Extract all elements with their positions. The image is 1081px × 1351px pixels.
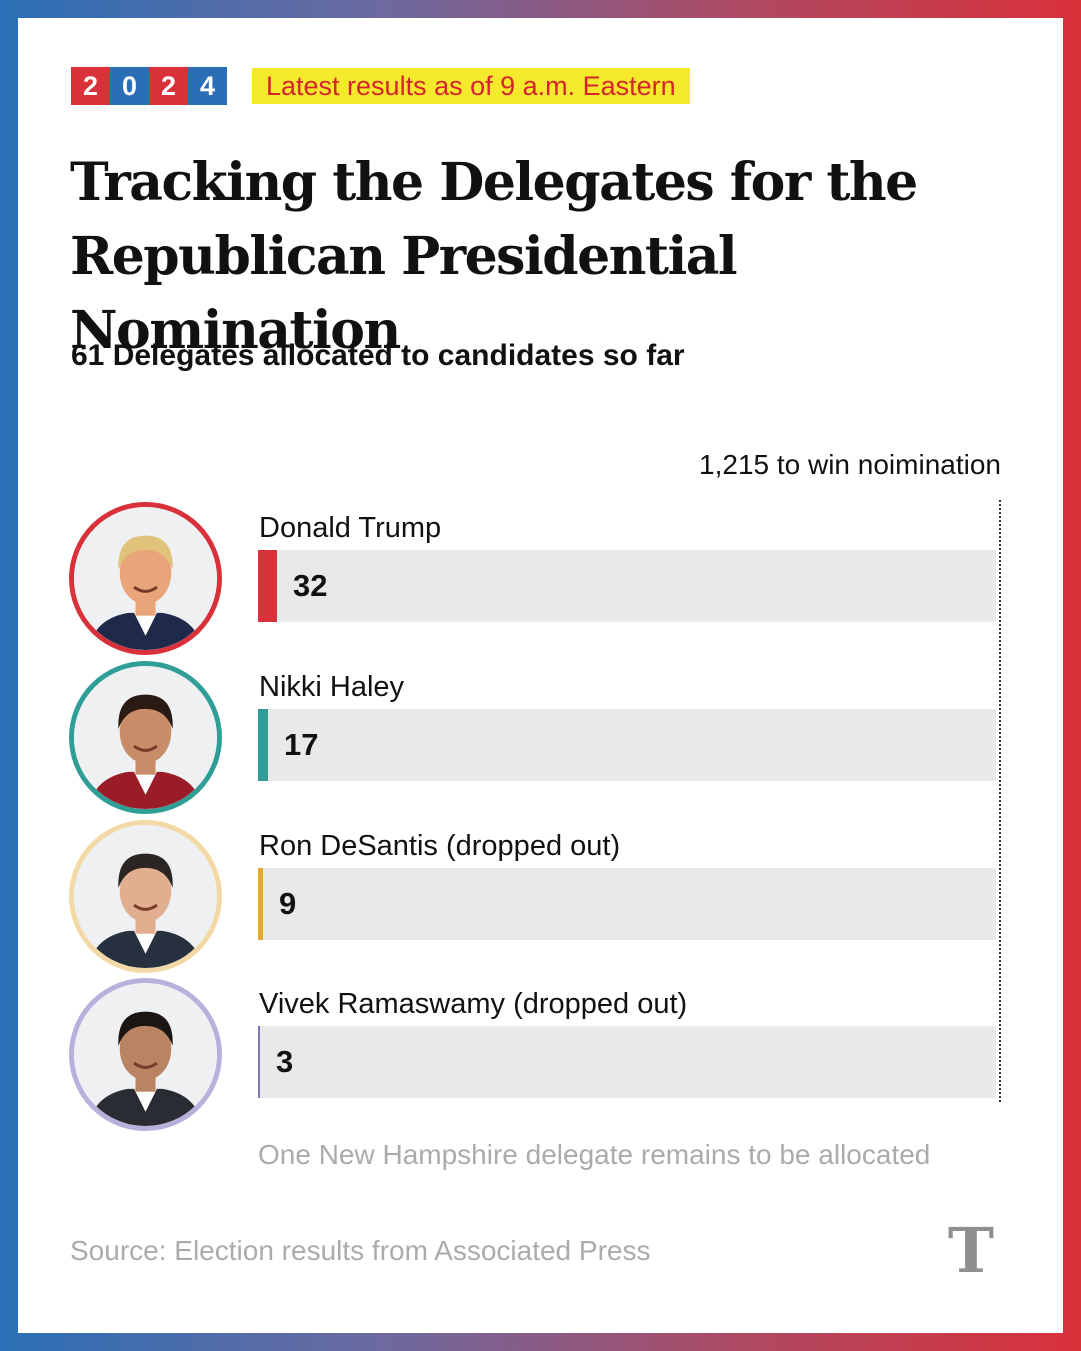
bar-track: 3 <box>258 1026 996 1098</box>
candidate-avatar <box>69 661 222 814</box>
delegate-bar <box>258 1026 260 1098</box>
portrait-icon <box>74 666 217 809</box>
delegate-bar <box>258 709 268 781</box>
candidate-row: Donald Trump 32 <box>0 502 1081 660</box>
year-digit: 2 <box>149 67 188 105</box>
delegate-count-label: 17 <box>284 727 319 762</box>
candidate-name: Ron DeSantis (dropped out) <box>259 830 621 862</box>
candidate-name: Vivek Ramaswamy (dropped out) <box>259 988 688 1020</box>
year-digit: 0 <box>110 67 149 105</box>
threshold-label: 1,215 to win noimination <box>699 449 1001 480</box>
portrait-icon <box>74 825 217 968</box>
delegate-count-label: 9 <box>279 886 297 921</box>
candidate-row: Nikki Haley 17 <box>0 661 1081 819</box>
delegate-bar <box>258 868 263 940</box>
threshold-line <box>999 500 1001 1102</box>
year-badge: 2 0 2 4 <box>71 67 227 105</box>
delegate-bar <box>258 550 277 622</box>
chart-title: Tracking the Delegates for the Republica… <box>70 152 918 361</box>
candidate-avatar <box>69 502 222 655</box>
source-credit: Source: Election results from Associated… <box>70 1235 651 1266</box>
candidate-row: Ron DeSantis (dropped out) 9 <box>0 820 1081 978</box>
chart-subtitle: 61 Delegates allocated to candidates so … <box>71 339 685 372</box>
candidate-row: Vivek Ramaswamy (dropped out) 3 <box>0 978 1081 1136</box>
year-digit: 2 <box>71 67 110 105</box>
latest-results-badge: Latest results as of 9 a.m. Eastern <box>252 68 690 104</box>
portrait-icon <box>74 983 217 1126</box>
bar-track: 17 <box>258 709 996 781</box>
year-digit: 4 <box>188 67 227 105</box>
bar-track: 32 <box>258 550 996 622</box>
delegate-count-label: 3 <box>276 1044 294 1079</box>
candidate-name: Donald Trump <box>259 512 442 544</box>
delegate-count-label: 32 <box>293 568 328 603</box>
candidate-name: Nikki Haley <box>259 671 405 703</box>
candidate-avatar <box>69 978 222 1131</box>
portrait-icon <box>74 507 217 650</box>
nyt-logo-icon: T <box>947 1214 995 1287</box>
bar-track: 9 <box>258 868 996 940</box>
chart-note: One New Hampshire delegate remains to be… <box>258 1139 931 1170</box>
candidate-avatar <box>69 820 222 973</box>
